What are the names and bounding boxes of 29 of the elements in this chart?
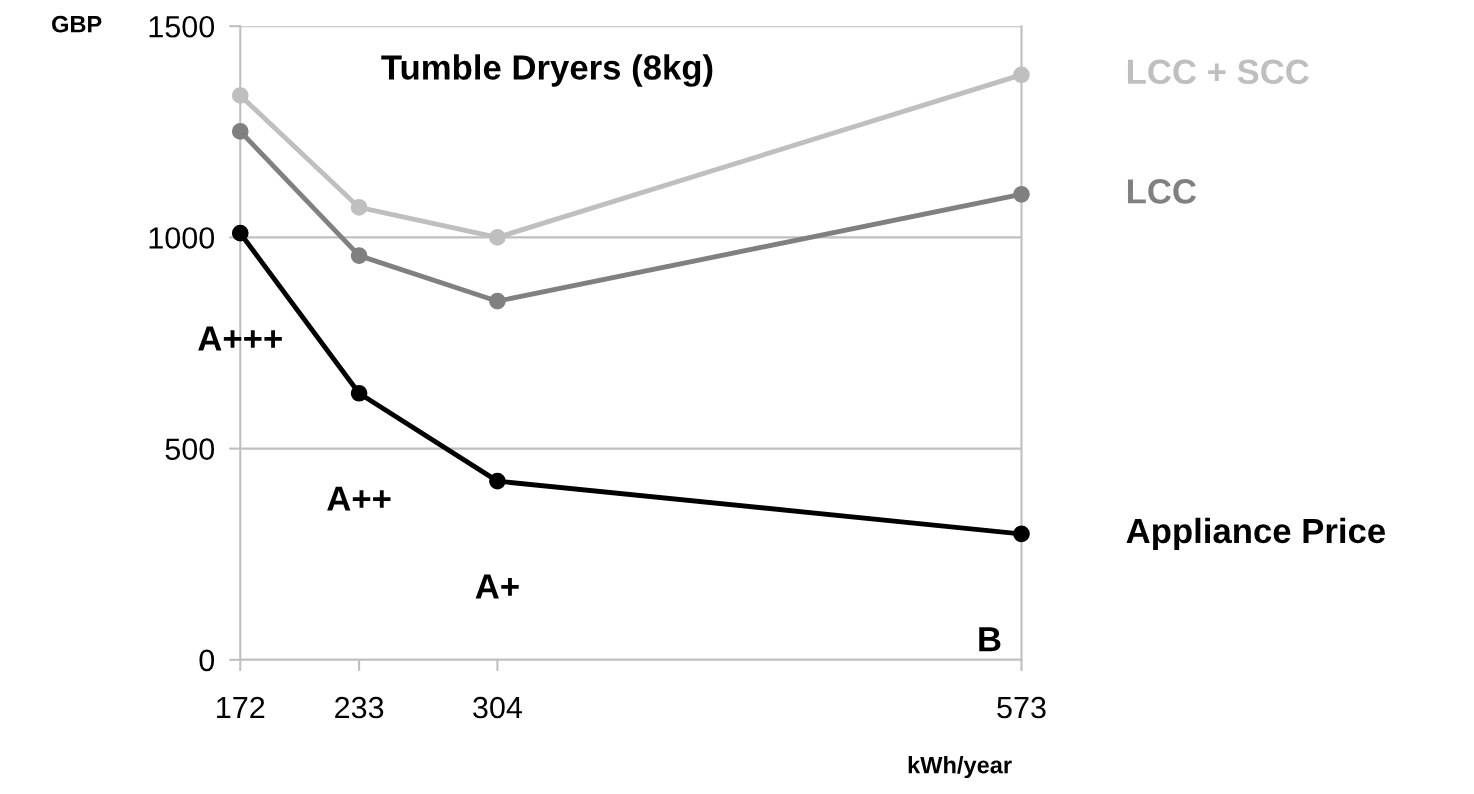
point [350, 384, 368, 402]
x-axis-title: kWh/year [908, 756, 1012, 779]
point [489, 229, 506, 246]
annotation: B [979, 627, 1001, 652]
y-tick-label: 0 [199, 649, 215, 672]
point [350, 199, 368, 216]
text: Appliance Price [1126, 517, 1385, 551]
point [1013, 185, 1030, 203]
x-tick-label: 573 [997, 696, 1046, 719]
point [350, 247, 368, 264]
point [1013, 525, 1030, 543]
annotation: A+++ [198, 326, 282, 351]
x-tick-label: 304 [473, 696, 523, 719]
y-axis-title: GBP [52, 15, 102, 33]
point [489, 472, 506, 490]
y-tick-label: 500 [165, 438, 215, 460]
annotation: A+ [475, 574, 519, 599]
point [1013, 66, 1030, 84]
x-tick-label: 233 [335, 696, 384, 719]
text: LCC [1127, 179, 1197, 204]
y-tick-label: 1500 [149, 15, 215, 38]
point [231, 123, 249, 140]
point [489, 292, 506, 310]
annotation: A++ [327, 486, 391, 511]
point [231, 87, 249, 104]
text: Tumble Dryers (8kg) [381, 54, 713, 87]
text: LCC + SCC [1127, 59, 1309, 85]
x-tick-label: 172 [217, 696, 265, 719]
y-tick-label: 1000 [149, 227, 215, 249]
